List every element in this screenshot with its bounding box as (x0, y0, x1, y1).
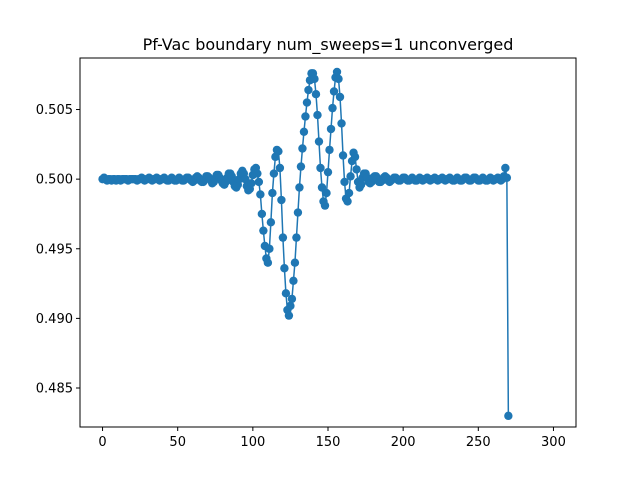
y-tick-label: 0.490 (36, 312, 73, 327)
data-point (277, 195, 286, 205)
data-point (280, 264, 289, 273)
data-point (313, 110, 322, 120)
data-point (322, 188, 331, 198)
x-tick-label: 50 (169, 435, 186, 450)
data-point (265, 244, 274, 253)
data-point (350, 152, 360, 162)
data-point (325, 145, 334, 155)
data-point (352, 165, 361, 174)
data-point (332, 67, 342, 77)
data-point (343, 197, 352, 206)
x-axis: 0 50 100 150 200 250 300 (98, 427, 566, 450)
data-point (502, 173, 512, 182)
x-tick-label: 0 (98, 435, 106, 450)
data-point (501, 163, 510, 173)
data-point (299, 127, 309, 136)
x-tick-label: 300 (541, 435, 566, 450)
data-point (259, 226, 268, 235)
data-point (340, 177, 349, 187)
data-point (314, 137, 324, 146)
data-point (316, 163, 325, 173)
data-point (286, 301, 295, 311)
data-point (337, 119, 346, 128)
data-point (266, 218, 276, 227)
data-point (292, 233, 301, 242)
data-point (335, 92, 345, 102)
y-axis: 0.485 0.490 0.495 0.500 0.505 (36, 103, 80, 397)
x-tick-label: 100 (240, 435, 265, 450)
plot-layer (98, 67, 513, 421)
data-point (289, 276, 298, 285)
data-point (346, 172, 355, 181)
data-point (263, 258, 273, 267)
y-tick-label: 0.485 (36, 382, 73, 397)
data-point (301, 112, 310, 121)
data-point (304, 85, 313, 95)
data-point (329, 87, 339, 96)
data-point (296, 162, 306, 171)
axes-frame (79, 57, 577, 428)
data-point (328, 103, 337, 113)
data-point (311, 90, 321, 99)
data-point (278, 233, 288, 242)
y-tick-label: 0.500 (36, 173, 73, 188)
data-point (275, 163, 285, 173)
data-point (320, 201, 330, 210)
data-point (256, 190, 265, 199)
data-point (268, 188, 277, 198)
data-point (269, 169, 279, 178)
x-tick-label: 250 (466, 435, 491, 450)
data-point (257, 209, 267, 219)
data-point (323, 167, 333, 177)
data-point (298, 144, 307, 153)
x-tick-label: 150 (316, 435, 341, 450)
data-point (274, 147, 283, 156)
y-tick-label: 0.505 (36, 103, 73, 118)
data-point (356, 180, 366, 189)
data-point (504, 411, 513, 421)
data-point (253, 169, 262, 178)
x-tick-label: 200 (391, 435, 416, 450)
data-point (284, 311, 294, 320)
data-point (287, 294, 297, 304)
data-point (344, 188, 354, 198)
data-point (293, 208, 303, 217)
chart-title: Pf-Vac boundary num_sweeps=1 unconverged (143, 35, 514, 55)
data-point (338, 151, 348, 160)
data-point (326, 124, 336, 134)
y-tick-label: 0.495 (36, 242, 73, 257)
data-point (241, 174, 250, 184)
data-point (295, 183, 304, 192)
data-point (290, 258, 300, 267)
data-point (334, 74, 343, 84)
data-point (302, 98, 312, 107)
data-point (281, 289, 291, 298)
data-point (310, 74, 319, 84)
data-point (254, 177, 264, 187)
data-point (247, 179, 256, 188)
data-point (317, 183, 327, 192)
